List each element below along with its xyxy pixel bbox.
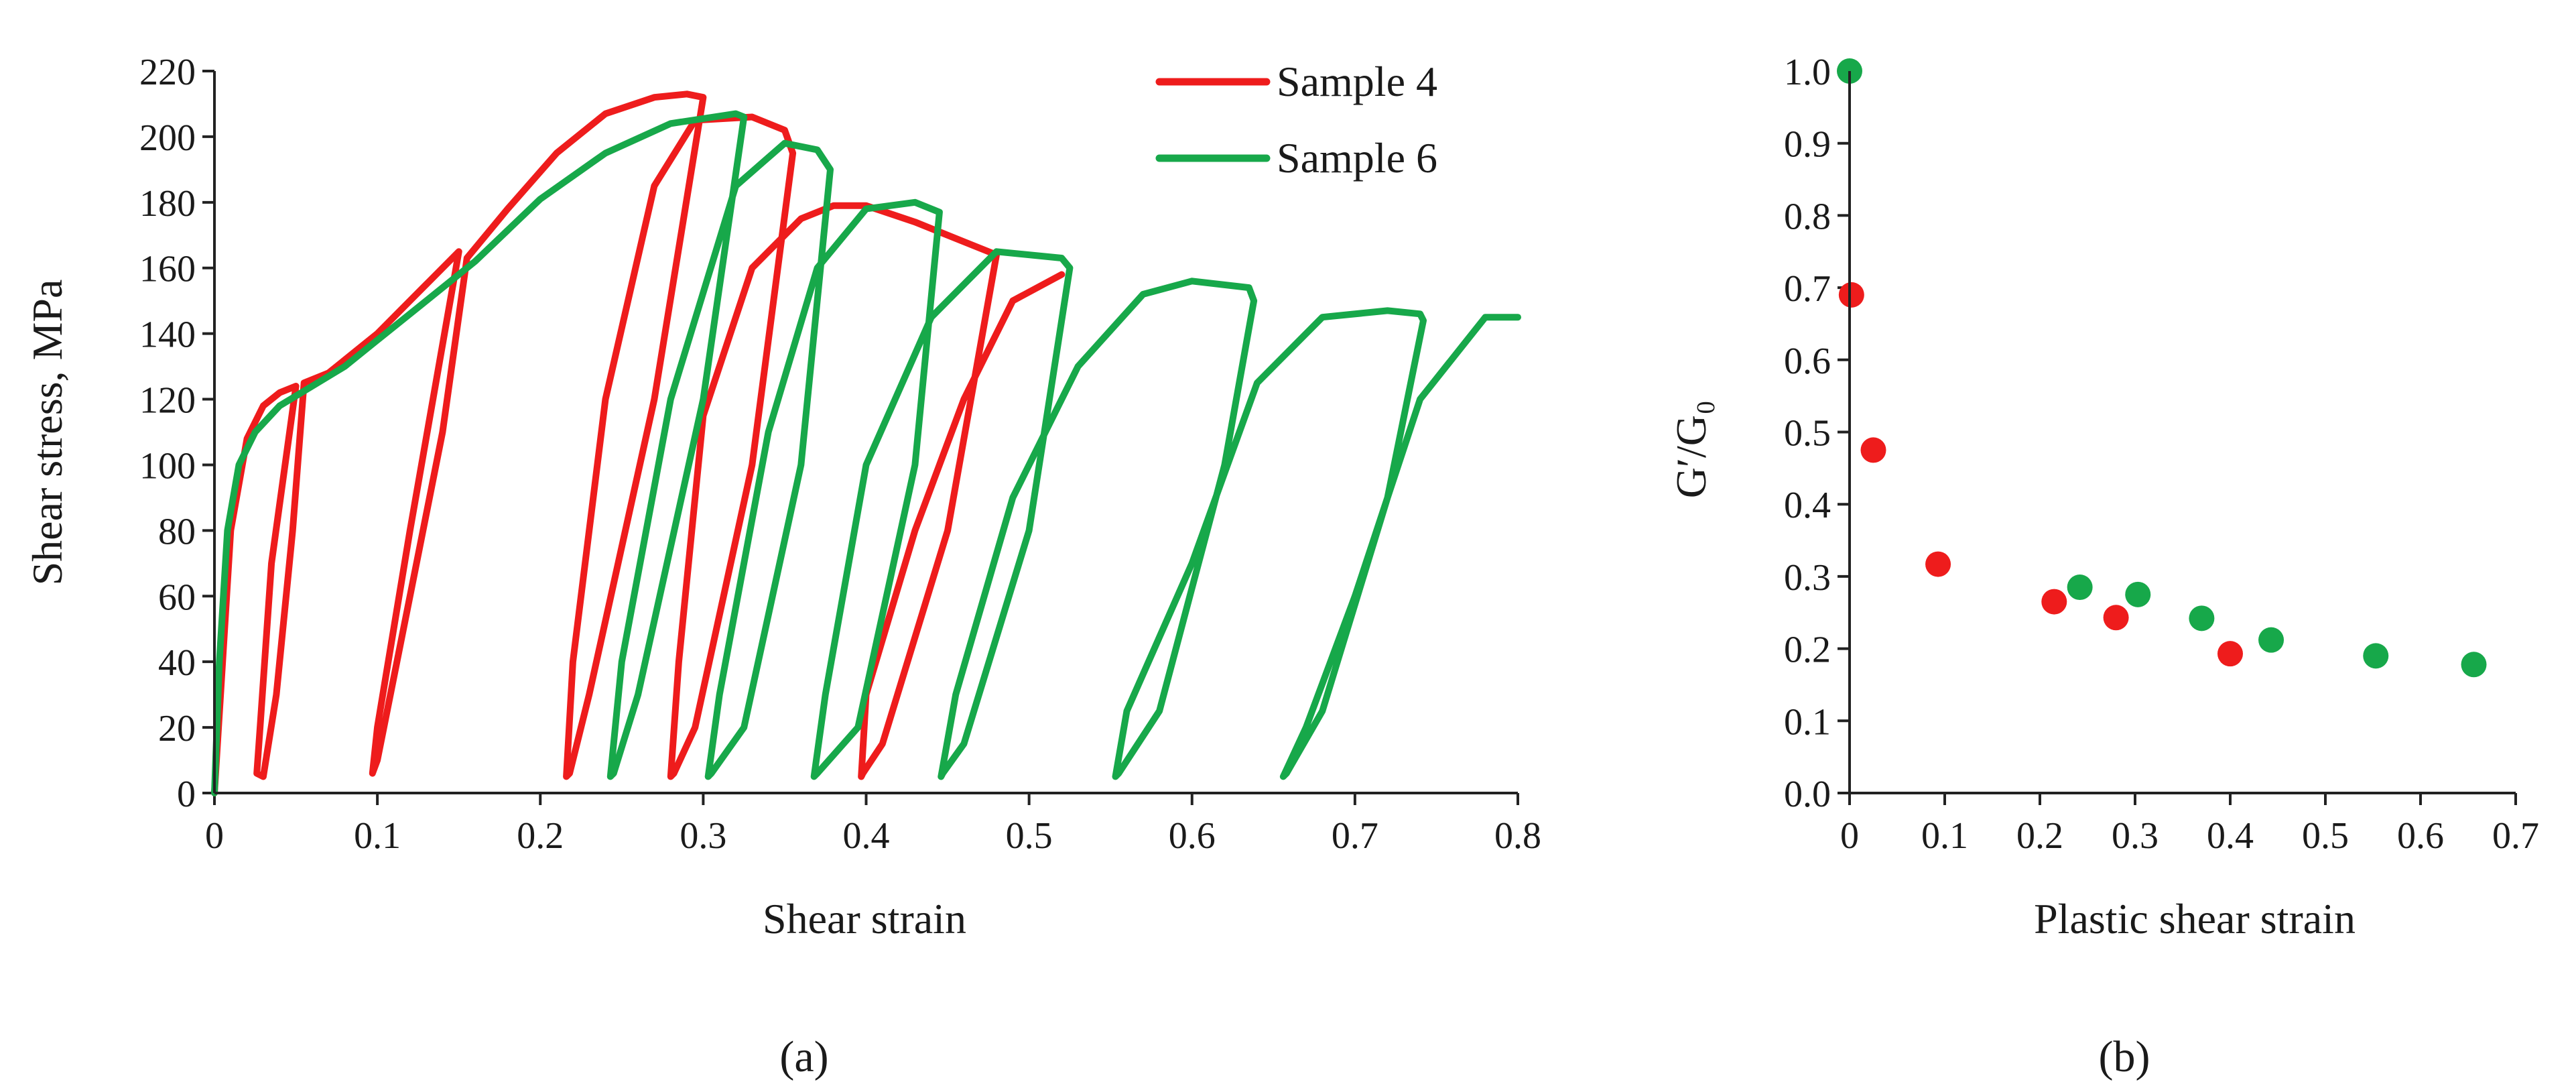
panel-b-modulus-ratio-chart: 0 0.1 0.2 0.3 0.4 0.5 0.6 0.7 0.0 0.1 0.2 0.3 0.4 0.5… <box>1667 52 2539 1081</box>
legend-label-sample-6: Sample 6 <box>1277 134 1437 182</box>
panel-a-x-tick-label: 0.2 <box>517 815 564 857</box>
panel-b-x-axis-title: Plastic shear strain <box>2034 895 2356 943</box>
panel-a-series <box>211 90 1521 796</box>
panel-b-x-tick-label: 0.3 <box>2112 815 2159 857</box>
panel-a-stress-strain-chart: 0 0.1 0.2 0.3 0.4 0.5 0.6 0.7 0.8 0 20 40 60 80 100 120… <box>23 52 1541 1081</box>
panel-b-x-tick-label: 0.7 <box>2492 815 2539 857</box>
panel-label-b: (b) <box>2099 1032 2150 1081</box>
panel-a-x-axis-title: Shear strain <box>763 895 966 943</box>
panel-b-series <box>1837 58 2487 678</box>
panel-b-y-tick-label: 0.6 <box>1784 341 1831 382</box>
panel-b-x-tick-label: 0.4 <box>2207 815 2254 857</box>
panel-a-ticks: 0 0.1 0.2 0.3 0.4 0.5 0.6 0.7 0.8 0 20 40 60 80 100 120… <box>139 52 1541 857</box>
panel-a-y-tick-label: 80 <box>158 511 196 552</box>
panel-a-y-axis-title: Shear stress, MPa <box>23 280 71 586</box>
panel-a-x-tick-label: 0.5 <box>1006 815 1053 857</box>
point-sample-4 <box>1860 437 1886 463</box>
panel-b-y-tick-label: 0.7 <box>1784 268 1831 310</box>
point-sample-6 <box>2125 581 2151 607</box>
panel-b-y-axis-title: G′/G₀ <box>1667 400 1715 499</box>
panel-b-x-tick-label: 0 <box>1840 815 1859 857</box>
panel-a-x-tick-label: 0.4 <box>843 815 890 857</box>
panel-a-x-tick-label: 0.8 <box>1494 815 1541 857</box>
point-sample-4 <box>2041 589 2067 615</box>
panel-a-y-tick-label: 20 <box>158 708 196 749</box>
point-sample-6 <box>2067 574 2093 601</box>
panel-b-y-tick-label: 0.3 <box>1784 557 1831 599</box>
point-sample-6 <box>2258 627 2284 653</box>
panel-b-y-tick-label: 0.2 <box>1784 629 1831 671</box>
panel-a-y-tick-label: 40 <box>158 642 196 684</box>
point-sample-6 <box>2363 643 2389 669</box>
panel-a-x-tick-label: 0.3 <box>680 815 726 857</box>
panel-b-y-tick-label: 0.8 <box>1784 196 1831 237</box>
panel-b-y-tick-label: 0.1 <box>1784 701 1831 743</box>
panel-a-x-tick-label: 0.7 <box>1332 815 1378 857</box>
panel-a-x-tick-label: 0.6 <box>1169 815 1216 857</box>
panel-a-y-tick-label: 120 <box>139 380 196 422</box>
panel-a-x-tick-label: 0.1 <box>354 815 401 857</box>
panel-a-y-tick-label: 160 <box>139 249 196 290</box>
legend-label-sample-4: Sample 4 <box>1277 58 1437 105</box>
panel-b-x-tick-label: 0.6 <box>2397 815 2444 857</box>
panel-b-y-tick-label: 0.0 <box>1784 774 1831 815</box>
panel-b-y-tick-label: 0.9 <box>1784 124 1831 166</box>
panel-a-y-tick-label: 220 <box>139 52 196 93</box>
panel-b-x-tick-label: 0.5 <box>2302 815 2349 857</box>
panel-a-y-tick-label: 60 <box>158 577 196 618</box>
panel-a-y-tick-label: 100 <box>139 445 196 487</box>
panel-a-x-tick-label: 0 <box>205 815 224 857</box>
point-sample-4 <box>1838 282 1864 308</box>
panel-a-legend: Sample 4 Sample 6 <box>1155 58 1437 182</box>
point-sample-4 <box>2217 641 2243 667</box>
panel-label-a: (a) <box>779 1032 828 1081</box>
panel-b-ticks: 0 0.1 0.2 0.3 0.4 0.5 0.6 0.7 0.0 0.1 0.2 0.3 0.4 0.5… <box>1784 52 2539 857</box>
panel-b-y-tick-label: 1.0 <box>1784 52 1831 93</box>
point-sample-6 <box>2189 605 2215 631</box>
panel-a-y-tick-label: 140 <box>139 314 196 356</box>
point-sample-6 <box>2461 652 2487 678</box>
panel-b-y-tick-label: 0.5 <box>1784 413 1831 455</box>
panel-a-y-tick-label: 200 <box>139 117 196 159</box>
series-line-sample-6 <box>211 110 1521 796</box>
panel-b-x-tick-label: 0.1 <box>1921 815 1968 857</box>
point-sample-4 <box>2103 605 2129 631</box>
point-sample-4 <box>1925 551 1951 577</box>
panel-a-y-tick-label: 0 <box>177 774 196 815</box>
panel-b-y-tick-label: 0.4 <box>1784 485 1831 526</box>
panel-a-y-tick-label: 180 <box>139 183 196 225</box>
panel-b-x-tick-label: 0.2 <box>2016 815 2063 857</box>
